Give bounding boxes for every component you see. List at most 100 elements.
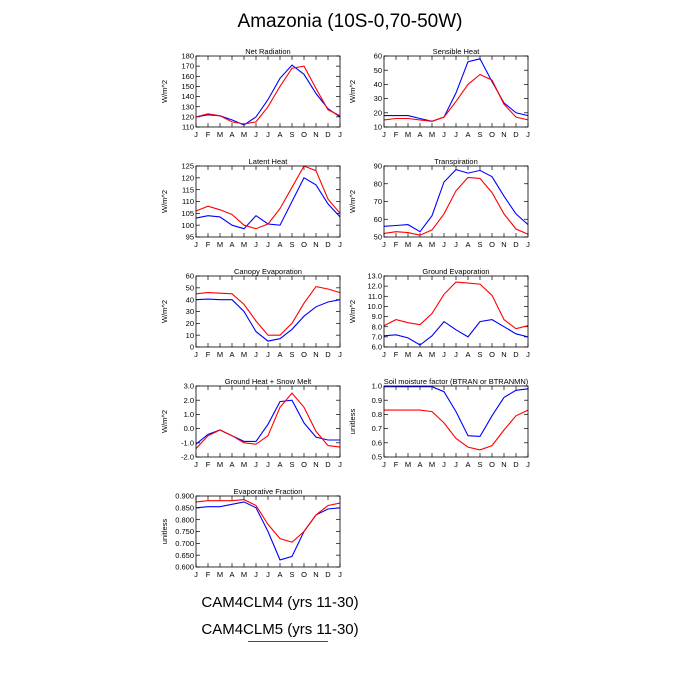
plot-frame [195,275,341,348]
y-tick-label: 30 [374,94,382,103]
x-tick-label: F [206,130,211,139]
series-line-clm5 [195,65,341,125]
x-tick-label: J [454,240,458,249]
x-tick-label: S [477,240,482,249]
x-tick-label: F [206,460,211,469]
y-tick-label: 0.700 [175,539,194,548]
x-tick-label: M [217,570,223,579]
x-tick-label: J [454,350,458,359]
x-tick-label: S [477,460,482,469]
x-tick-label: N [313,350,318,359]
y-tick-label: 8.0 [372,322,382,331]
series-line-clm5 [383,73,529,122]
y-tick-label: 0.850 [175,503,194,512]
y-tick-label: 110 [182,123,194,132]
panel-evaporative-fraction: Evaporative Fraction unitless 0.600 0.650 0.… [160,487,342,579]
x-tick-label: J [254,460,258,469]
y-axis-label: W/m^2 [348,80,357,103]
y-tick-label: 120 [181,173,194,182]
y-tick-label: 10 [186,331,194,340]
x-tick-label: O [489,350,495,359]
x-tick-label: A [417,460,422,469]
x-tick-label: M [241,350,247,359]
y-tick-label: 170 [181,62,194,71]
x-tick-label: M [217,130,223,139]
series-line-clm5 [383,281,529,330]
y-tick-label: 105 [181,209,194,218]
x-tick-label: A [277,130,282,139]
x-tick-label: D [325,130,331,139]
panel-title: Soil moisture factor (BTRAN or BTRANMN) [384,377,529,386]
x-tick-label: S [477,130,482,139]
x-tick-label: M [429,350,435,359]
x-tick-label: A [465,350,470,359]
series-line-clm4 [195,399,340,445]
legend-entry-clm4: CAM4CLM4 (yrs 11-30) [201,594,359,611]
x-tick-label: J [194,460,198,469]
x-tick-label: J [194,350,198,359]
plot-frame [195,165,341,238]
x-tick-label: A [277,570,282,579]
x-tick-label: J [338,130,342,139]
y-tick-label: 10.0 [367,302,382,311]
x-tick-label: J [526,460,530,469]
x-tick-label: J [442,460,446,469]
x-tick-label: J [338,240,342,249]
y-tick-label: 0.650 [175,551,194,560]
y-tick-label: 2.0 [184,396,194,405]
x-tick-label: D [325,350,331,359]
y-tick-label: 60 [374,52,382,61]
x-tick-label: O [301,570,307,579]
x-tick-label: A [465,240,470,249]
x-tick-label: F [206,350,211,359]
x-tick-label: N [313,570,318,579]
x-tick-label: A [229,570,234,579]
x-tick-label: O [301,130,307,139]
x-tick-label: J [266,350,270,359]
x-tick-label: S [289,460,294,469]
y-tick-label: 0.7 [372,424,382,433]
panel-title: Evaporative Fraction [234,487,303,496]
y-tick-label: 50 [374,66,382,75]
x-tick-label: S [477,350,482,359]
y-tick-label: 20 [374,108,382,117]
y-axis-label: W/m^2 [160,410,169,433]
x-tick-label: J [266,130,270,139]
x-tick-label: J [338,350,342,359]
x-tick-label: S [289,240,294,249]
page-title: Amazonia (10S-0,70-50W) [237,11,463,32]
y-axis-label: W/m^2 [160,300,169,323]
x-tick-label: A [417,130,422,139]
x-tick-label: D [513,240,519,249]
y-tick-label: 115 [182,185,194,194]
x-tick-label: J [526,130,530,139]
series-line-clm5 [195,285,341,336]
x-tick-label: A [465,130,470,139]
series-line-clm5 [195,392,341,449]
panel-title: Ground Evaporation [422,267,489,276]
x-tick-label: A [229,350,234,359]
x-tick-label: J [194,130,198,139]
x-tick-label: J [382,130,386,139]
x-tick-label: J [526,240,530,249]
x-tick-label: F [206,570,211,579]
x-tick-label: J [266,570,270,579]
x-tick-label: J [338,570,342,579]
x-tick-label: M [241,460,247,469]
panel-title: Ground Heat + Snow Melt [225,377,312,386]
y-tick-label: 180 [181,52,194,61]
y-tick-label: 0.750 [175,527,194,536]
x-tick-label: N [501,240,506,249]
y-tick-label: 7.0 [372,332,382,341]
y-tick-label: 12.0 [367,282,382,291]
x-tick-label: N [313,240,318,249]
y-tick-label: 50 [186,283,194,292]
x-tick-label: A [229,240,234,249]
plot-frame [383,385,529,458]
x-tick-label: A [229,130,234,139]
panel-ground-heat-snow-melt: Ground Heat + Snow Melt W/m^2 -2.0 -1.0 0.0 1… [160,377,342,469]
x-tick-label: M [241,240,247,249]
series-line-clm4 [383,319,529,346]
y-axis-label: W/m^2 [348,190,357,213]
